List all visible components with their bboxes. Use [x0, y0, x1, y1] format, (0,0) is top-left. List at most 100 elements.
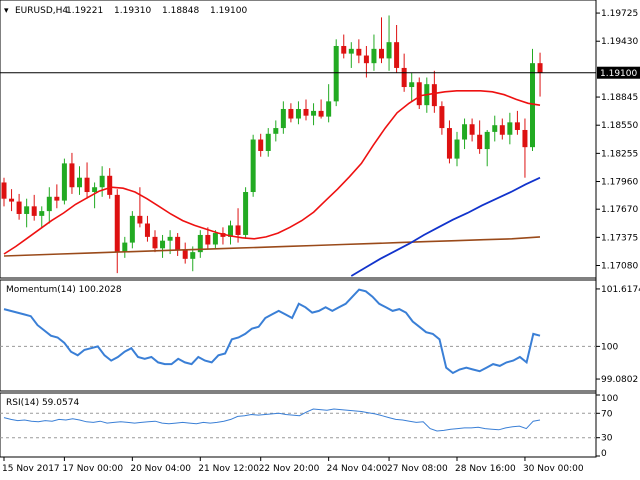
candle-body	[333, 45, 339, 102]
candle-body	[107, 175, 113, 195]
candle-body	[144, 223, 150, 237]
price-tick-label: 1.18255	[601, 149, 638, 159]
candle-body	[250, 139, 256, 193]
candle-body	[341, 45, 347, 54]
time-tick-label: 27 Nov 08:00	[387, 464, 448, 474]
candle-body	[431, 84, 437, 107]
price-tick-label: 1.18845	[601, 93, 638, 103]
momentum-tick-label: 101.6174	[601, 285, 640, 295]
candle-body	[84, 177, 90, 193]
candle-body	[54, 196, 60, 201]
candle-body	[401, 67, 407, 88]
candle-body	[439, 106, 445, 129]
candle-body	[122, 242, 128, 253]
price-tick-label: 1.17670	[601, 205, 638, 215]
candle-body	[273, 128, 279, 134]
candle-body	[288, 108, 294, 119]
candle-body	[537, 63, 543, 73]
candle-body	[197, 234, 203, 253]
low-value: 1.18848	[162, 6, 199, 16]
candle-body	[235, 225, 241, 235]
price-tick-label: 1.17080	[601, 262, 638, 272]
price-tick-label: 1.19725	[601, 9, 638, 19]
time-tick-label: 24 Nov 04:00	[327, 464, 388, 474]
high-value: 1.19310	[114, 6, 151, 16]
candle-body	[69, 163, 75, 188]
dropdown-arrow-icon[interactable]: ▾	[4, 6, 9, 16]
current-price-label: 1.19100	[600, 69, 637, 79]
candle-body	[258, 139, 264, 151]
price-tick-label: 1.17960	[601, 178, 638, 188]
momentum-line	[3, 288, 541, 375]
sma-brown-line	[3, 236, 541, 257]
price-tick-label: 1.18550	[601, 121, 638, 131]
candle-body	[77, 177, 82, 188]
candle-body	[416, 82, 422, 106]
candle-body	[454, 139, 460, 159]
candle-body	[24, 206, 30, 214]
candle-body	[1, 182, 7, 199]
rsi-tick-label: 100	[601, 394, 618, 404]
time-tick-label: 17 Nov 00:00	[62, 464, 123, 474]
rsi-layer	[0, 408, 596, 439]
candle-body	[492, 125, 498, 132]
candle-body	[477, 134, 483, 150]
candle-body	[228, 225, 233, 237]
candle-body	[265, 133, 271, 151]
candle-body	[167, 236, 173, 241]
time-tick-label: 15 Nov 2017	[2, 464, 60, 474]
candle-body	[462, 124, 468, 140]
candle-body	[295, 108, 301, 119]
candle-body	[514, 122, 520, 130]
price-panel	[0, 0, 597, 279]
candle-body	[371, 48, 377, 64]
candle-body	[205, 234, 211, 245]
candle-body	[280, 108, 286, 129]
candle-body	[484, 131, 490, 150]
candle-body	[114, 194, 120, 253]
momentum-tick-label: 100	[601, 342, 618, 352]
candle-body	[99, 175, 105, 188]
sma-red-line	[3, 90, 541, 255]
candle-body	[530, 63, 535, 148]
rsi-tick-label: 0	[601, 449, 607, 459]
candle-body	[409, 82, 415, 88]
candle-body	[311, 110, 317, 116]
candle-body	[386, 42, 392, 59]
candle-body	[16, 201, 22, 214]
candle-body	[61, 163, 67, 201]
candle-body	[39, 211, 45, 216]
candle-body	[499, 125, 505, 135]
candle-body	[212, 233, 218, 245]
rsi-line	[3, 408, 541, 432]
candle-body	[522, 129, 528, 148]
time-tick-label: 20 Nov 04:00	[130, 464, 191, 474]
rsi-tick-label: 70	[601, 409, 613, 419]
candle-body	[326, 101, 332, 117]
momentum-tick-label: 99.0802	[601, 375, 638, 385]
rsi-label: RSI(14) 59.0574	[6, 398, 79, 408]
candle-body	[92, 187, 98, 193]
price-tick-label: 1.19430	[601, 37, 638, 47]
candle-body	[137, 215, 143, 224]
momentum-panel	[0, 279, 597, 392]
open-value: 1.19221	[66, 6, 103, 16]
candle-body	[9, 198, 15, 202]
rsi-panel	[0, 392, 597, 458]
symbol-label: EURUSD,H4	[15, 6, 68, 16]
candle-body	[31, 206, 37, 216]
momentum-label: Momentum(14) 100.2028	[6, 285, 122, 295]
price-tick-label: 1.17375	[601, 233, 638, 243]
candle-body	[348, 48, 354, 54]
time-tick-label: 28 Nov 16:00	[455, 464, 516, 474]
candle-body	[363, 55, 369, 64]
candle-body	[152, 236, 158, 249]
candle-body	[182, 250, 188, 259]
close-value: 1.19100	[210, 6, 247, 16]
candle-body	[394, 42, 400, 68]
candle-body	[379, 48, 384, 59]
momentum-layer	[0, 288, 596, 375]
candle-body	[175, 236, 181, 251]
candle-body	[129, 215, 135, 243]
